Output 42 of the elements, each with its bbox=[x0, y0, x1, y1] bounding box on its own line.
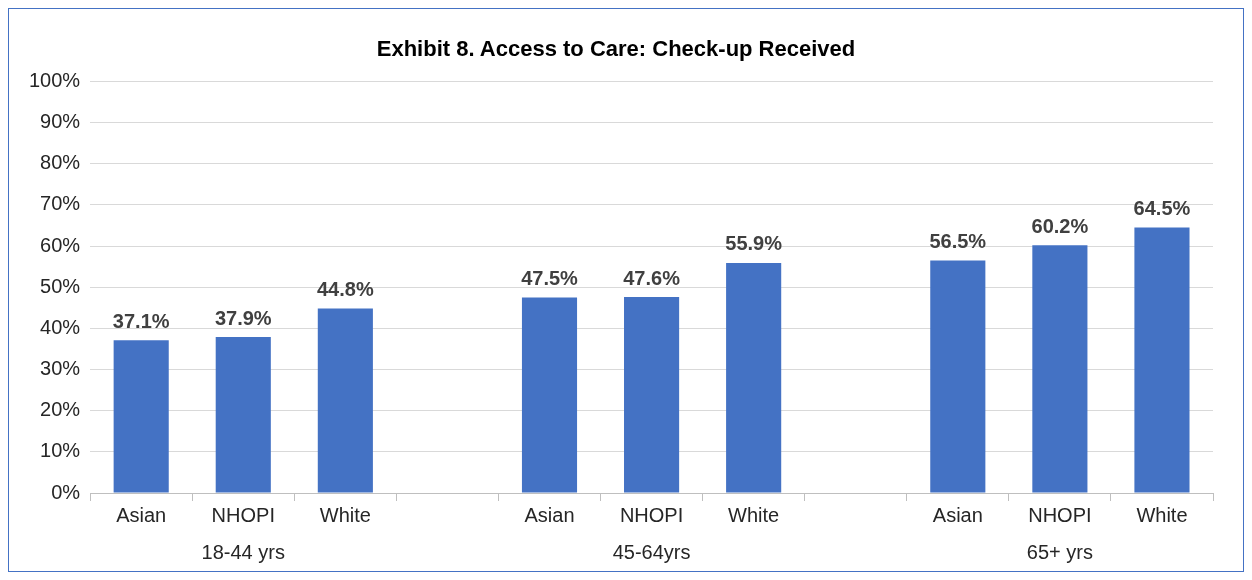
x-tick-label: Asian bbox=[116, 503, 167, 526]
y-tick-label: 80% bbox=[40, 151, 81, 174]
x-tick-label: Asian bbox=[524, 503, 575, 526]
bar bbox=[1032, 245, 1088, 493]
data-label: 47.6% bbox=[623, 266, 681, 289]
y-tick-label: 30% bbox=[40, 357, 81, 380]
bar bbox=[930, 260, 986, 493]
x-tick-label: White bbox=[728, 503, 780, 526]
data-label: 47.5% bbox=[521, 267, 579, 290]
x-tick-label: White bbox=[1136, 503, 1188, 526]
y-tick-label: 10% bbox=[40, 439, 81, 462]
y-tick-label: 70% bbox=[40, 192, 81, 215]
bar bbox=[521, 297, 578, 493]
data-label: 37.1% bbox=[112, 309, 170, 332]
bar bbox=[215, 337, 271, 493]
chart-title: Exhibit 8. Access to Care: Check-up Received bbox=[376, 36, 856, 62]
bar bbox=[113, 340, 169, 493]
bar bbox=[726, 262, 782, 493]
y-tick-label: 90% bbox=[40, 110, 81, 133]
y-tick-label: 20% bbox=[40, 398, 81, 421]
data-label: 37.9% bbox=[214, 306, 272, 329]
x-tick-label: NHOPI bbox=[211, 503, 275, 526]
x-tick-label: NHOPI bbox=[619, 503, 684, 526]
bar bbox=[317, 308, 373, 493]
y-tick-label: 40% bbox=[40, 315, 81, 338]
x-tick-label: White bbox=[319, 503, 371, 526]
text: 45-64yrs bbox=[612, 540, 691, 563]
x-tick-label: Asian bbox=[932, 503, 983, 526]
data-label: 55.9% bbox=[725, 232, 783, 255]
text: 65+ yrs bbox=[1026, 540, 1093, 563]
data-label: 60.2% bbox=[1031, 214, 1089, 237]
bar bbox=[1134, 227, 1190, 493]
y-tick-label: 50% bbox=[40, 274, 81, 297]
y-tick-label: 100% bbox=[29, 68, 81, 91]
data-label: 56.5% bbox=[929, 229, 987, 252]
data-label: 64.5% bbox=[1133, 197, 1191, 220]
text: 18-44 yrs bbox=[201, 540, 285, 563]
data-label: 44.8% bbox=[316, 278, 374, 301]
y-tick-label: 60% bbox=[40, 233, 81, 256]
x-tick-label: NHOPI bbox=[1028, 503, 1092, 526]
bar bbox=[624, 297, 680, 493]
y-tick-label: 0% bbox=[51, 480, 81, 503]
